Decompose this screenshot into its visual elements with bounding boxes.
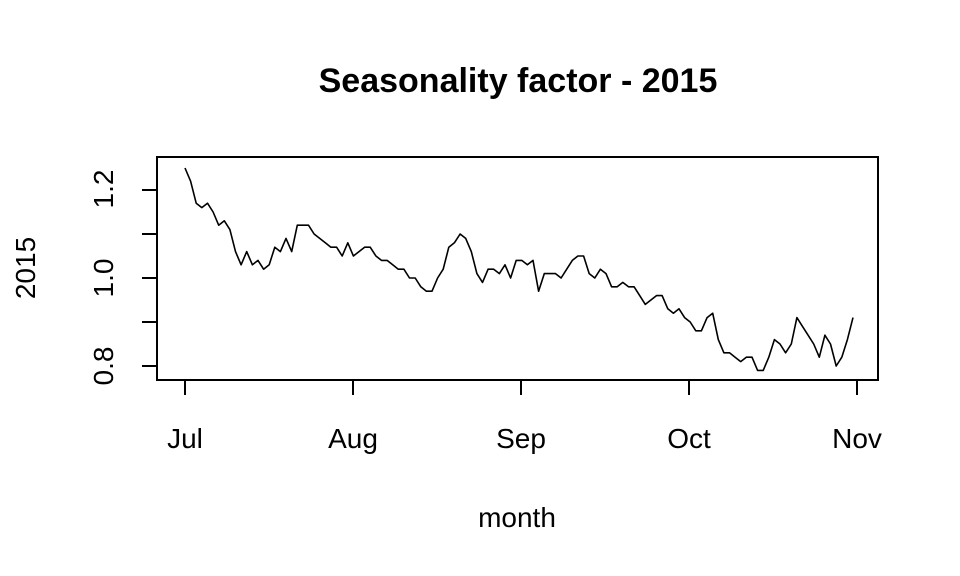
y-axis: 0.8 1.0 1.2 xyxy=(88,170,158,386)
y-tick-label: 1.2 xyxy=(88,170,119,209)
x-tick-label: Nov xyxy=(832,423,882,454)
x-tick-label: Aug xyxy=(328,423,378,454)
y-tick-label: 1.0 xyxy=(88,259,119,298)
y-tick-label: 0.8 xyxy=(88,347,119,386)
x-axis: Jul Aug Sep Oct Nov xyxy=(167,379,882,454)
y-axis-label: 2015 xyxy=(10,237,41,299)
x-axis-label: month xyxy=(478,502,556,533)
x-tick-label: Oct xyxy=(667,423,711,454)
series-line xyxy=(184,167,854,372)
x-tick-label: Sep xyxy=(496,423,546,454)
chart-title: Seasonality factor - 2015 xyxy=(319,62,718,100)
x-tick-label: Jul xyxy=(167,423,203,454)
